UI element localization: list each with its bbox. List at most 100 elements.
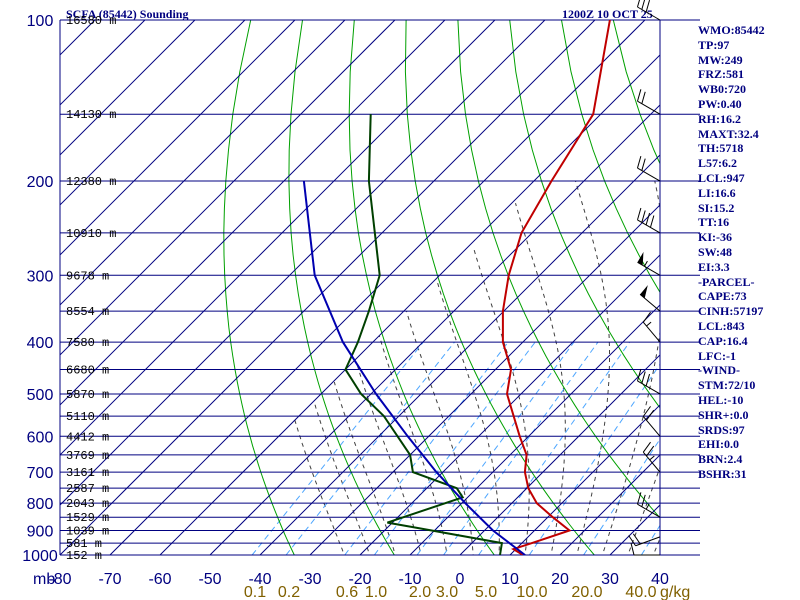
dry-adiabat: [404, 20, 595, 555]
temperature-tick-label: 20: [551, 571, 569, 588]
dry-adiabat: [348, 20, 495, 555]
temperature-tick-label: 0: [456, 571, 465, 588]
height-label: 581 m: [66, 537, 102, 551]
isotherm-line: [60, 20, 246, 206]
temperature-tick-label: -70: [98, 571, 121, 588]
mixing-ratio-line: [285, 341, 455, 555]
mixing-ratio-unit-label: g/kg: [660, 584, 690, 600]
index-item: SRDS:97: [698, 422, 745, 437]
index-item: LCL:947: [698, 170, 745, 185]
index-item: PW:0.40: [698, 96, 742, 111]
pressure-tick-label: 400: [27, 335, 54, 352]
isotherm-line: [60, 20, 396, 356]
height-label: 3161 m: [66, 466, 109, 480]
temperature-profile: [501, 20, 611, 555]
index-item: LI:16.6: [698, 185, 736, 200]
wind-barb: [642, 311, 661, 343]
temperature-tick-label: 10: [501, 571, 519, 588]
pressure-unit-label: mb: [33, 571, 55, 588]
isotherm-line: [359, 254, 660, 555]
wind-barb: [637, 89, 661, 115]
index-item: STM:72/10: [698, 378, 756, 393]
wind-barbs: [628, 0, 661, 556]
index-item: FRZ:581: [698, 67, 744, 82]
stability-indices: WMO:85442 TP:97 MW:249 FRZ:581 WB0:720 PW:0.4…: [698, 23, 798, 482]
height-label: 5110 m: [66, 410, 109, 424]
index-item: TT:16: [698, 215, 730, 230]
index-item: CAP:16.4: [698, 333, 748, 348]
height-label: 10910 m: [66, 227, 116, 241]
moist-adiabat: [405, 310, 474, 555]
pressure-tick-label: 800: [27, 496, 54, 513]
wind-barb: [637, 251, 661, 276]
pressure-tick-label: 300: [27, 268, 54, 285]
height-label: 2587 m: [66, 482, 109, 496]
height-label: 8554 m: [66, 305, 109, 319]
index-item: SHR+:0.0: [698, 407, 749, 422]
parcel-profile: [302, 180, 526, 555]
index-item: CAPE:73: [698, 289, 747, 304]
pressure-tick-label: 500: [27, 387, 54, 404]
height-label: 16580 m: [66, 14, 116, 28]
mixing-ratio-tick-label: 1.0: [365, 584, 387, 600]
pressure-tick-label: 600: [27, 429, 54, 446]
chart-title: SCFA (85442) Sounding: [66, 7, 189, 21]
temperature-tick-label: -30: [298, 571, 321, 588]
temperature-tick-label: -40: [248, 571, 271, 588]
dry-adiabat: [288, 20, 395, 555]
height-label: 1039 m: [66, 525, 109, 539]
index-item: WMO:85442: [698, 23, 765, 37]
isotherm-line: [509, 404, 660, 555]
dry-adiabats: [223, 20, 660, 555]
isotherm-line: [60, 20, 196, 156]
dry-adiabat: [223, 20, 295, 555]
dry-adiabat: [509, 20, 660, 409]
isotherm-line: [60, 20, 496, 456]
wind-barb: [642, 406, 661, 437]
mixing-ratio-line: [416, 341, 575, 555]
temperature-isotherms: [60, 20, 660, 555]
isotherm-line: [60, 20, 346, 306]
isotherm-line: [60, 20, 446, 406]
temperature-tick-label: -10: [398, 571, 421, 588]
wind-barb: [630, 542, 660, 556]
height-label: 4412 m: [66, 430, 109, 444]
height-label: 7580 m: [66, 336, 109, 350]
index-item: EHI:0.0: [698, 437, 740, 452]
index-item: WB0:720: [698, 82, 746, 97]
wind-barb: [637, 0, 661, 21]
moist-adiabat: [436, 278, 500, 555]
mixing-ratio-tick-label: 0.1: [244, 584, 266, 600]
mixing-ratio-tick-label: 3.0: [436, 584, 458, 600]
pressure-tick-label: 1000: [22, 548, 58, 565]
sounding-series: [302, 20, 611, 555]
wind-barb: [628, 533, 661, 547]
moist-adiabat: [333, 381, 396, 555]
mixing-ratio-line: [344, 341, 509, 555]
isotherm-line: [60, 20, 546, 506]
isotherm-line: [259, 154, 660, 555]
index-item: CINH:57197: [698, 304, 764, 319]
mixing-ratio-line: [251, 341, 424, 555]
isotherm-line: [109, 20, 646, 555]
moist-adiabat: [601, 180, 660, 555]
moist-adiabat: [314, 402, 371, 555]
height-label: 3769 m: [66, 449, 109, 463]
dry-adiabat: [457, 20, 660, 519]
wind-barb: [637, 368, 661, 395]
isotherm-line: [209, 104, 660, 555]
isotherm-line: [159, 54, 660, 555]
index-item: MW:249: [698, 52, 743, 67]
mixing-ratio-line: [478, 341, 631, 555]
isotherm-line: [309, 204, 660, 555]
mixing-ratio-tick-label: 0.6: [336, 584, 358, 600]
mixing-ratio-tick-label: 0.2: [278, 584, 300, 600]
dewpoint-profile: [344, 114, 504, 555]
moist-adiabat: [627, 465, 660, 555]
index-item: RH:16.2: [698, 111, 741, 126]
mixing-ratio-tick-label: 20.0: [571, 584, 602, 600]
wind-barb: [642, 441, 661, 473]
isotherm-line: [60, 20, 296, 256]
wind-barb: [637, 156, 661, 182]
